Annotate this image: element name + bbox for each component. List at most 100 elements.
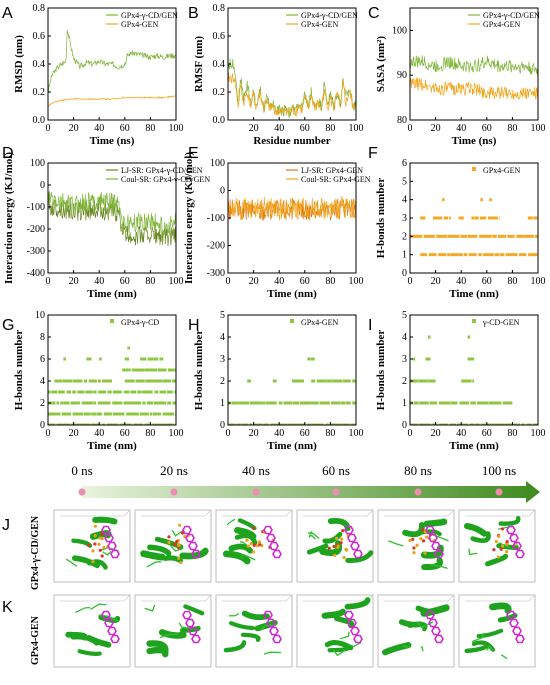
- legend-label: GPx4-GEN: [301, 20, 339, 29]
- cyclodextrin-atom: [93, 534, 97, 538]
- x-tick-label: 40: [456, 123, 466, 134]
- timeline-label-0: 0 ns: [71, 463, 92, 478]
- x-tick-label: 40: [94, 428, 104, 439]
- cyclodextrin-atom: [177, 543, 181, 548]
- timeline-dot: [78, 488, 86, 496]
- plot-area: [228, 196, 356, 221]
- x-tick-label: 0: [46, 428, 51, 439]
- y-tick-label: 100: [392, 25, 407, 36]
- cyclodextrin-atom: [494, 539, 498, 544]
- protein-ribbon: [463, 522, 488, 537]
- series-a-0: [48, 29, 176, 94]
- legend-label: GPx4-γ-CD/GEN: [301, 11, 358, 20]
- box-edge: [222, 509, 293, 517]
- x-tick-label: 100: [531, 276, 546, 287]
- y-tick-label: 0.6: [213, 31, 226, 42]
- ligand-ring: [266, 533, 276, 543]
- protein-ribbon: [322, 531, 343, 544]
- ligand-ring: [347, 533, 357, 543]
- x-tick-label: 60: [482, 276, 492, 287]
- panel-letter-k: K: [2, 599, 13, 616]
- protein-ribbon: [228, 621, 256, 631]
- y-tick-label: 0.8: [213, 3, 226, 14]
- protein-ribbon: [228, 543, 254, 554]
- ligand-ring: [269, 541, 279, 551]
- protein-ribbon: [345, 550, 374, 563]
- protein-loop: [402, 645, 410, 649]
- ligand-ring: [353, 634, 363, 644]
- x-tick-label: 40: [274, 276, 284, 287]
- panel-letter-g: G: [2, 317, 14, 334]
- y-tick-label: 3: [220, 354, 225, 365]
- cyclodextrin-atom: [93, 524, 97, 528]
- y-tick-label: 4: [402, 195, 407, 206]
- cyclodextrin-atom: [332, 553, 337, 557]
- protein-ribbon: [382, 642, 412, 656]
- cyclodextrin-atom: [497, 534, 501, 538]
- y-axis-title: SASA (nm²): [375, 36, 387, 93]
- cyclodextrin-atom: [97, 542, 101, 546]
- ligand-ring: [344, 610, 354, 620]
- y-tick-label: 0.4: [213, 59, 226, 70]
- timeline-dot: [252, 488, 260, 496]
- box-edge: [384, 594, 455, 602]
- x-tick-label: 0: [408, 276, 413, 287]
- x-tick-label: 20: [69, 428, 79, 439]
- protein-ribbon: [327, 646, 350, 653]
- x-tick-label: 20: [431, 276, 441, 287]
- x-tick-label: 20: [69, 123, 79, 134]
- timeline-label-60: 60 ns: [322, 463, 350, 478]
- plot-area: [410, 335, 538, 425]
- ligand-ring: [434, 549, 444, 559]
- x-tick-label: 40: [274, 428, 284, 439]
- legend-swatch: [290, 319, 294, 323]
- protein-loop: [75, 607, 91, 614]
- y-tick-label: 6: [402, 158, 407, 169]
- x-tick-label: 60: [300, 428, 310, 439]
- chart-c: 0 20 40 60 80 100 80 90 100 Time (ns) SASA (nm²) GP…: [375, 7, 546, 147]
- cyclodextrin-atom: [500, 527, 505, 531]
- cyclodextrin-atom: [167, 540, 171, 545]
- protein-ribbon: [420, 604, 450, 617]
- y-tick-label: 3: [402, 213, 407, 224]
- legend-label: GPx4-GEN: [301, 318, 339, 327]
- snapshot-frame: [53, 594, 131, 668]
- series-e-1: [228, 196, 356, 221]
- protein-loop: [471, 632, 485, 643]
- cyclodextrin-atom: [91, 549, 95, 553]
- protein-loop: [347, 642, 362, 648]
- protein-loop: [429, 563, 448, 570]
- cyclodextrin-atom: [251, 550, 256, 554]
- box-edge: [465, 594, 536, 602]
- protein-loop: [159, 633, 179, 639]
- plot-frame: [409, 314, 539, 426]
- y-tick-label: -300: [207, 268, 225, 279]
- ligand-ring: [428, 618, 438, 628]
- series-g-0: [48, 346, 176, 425]
- series-f-0: [410, 198, 538, 257]
- y-tick-label: 0: [402, 268, 407, 279]
- x-axis-title: Time (nm): [449, 288, 499, 300]
- snapshot-k-5: [458, 594, 536, 668]
- snapshot-k-1: [134, 594, 212, 668]
- protein-ribbon: [179, 625, 201, 634]
- x-tick-label: 40: [456, 428, 466, 439]
- box-edge: [141, 594, 212, 602]
- ligand-ring: [104, 618, 114, 628]
- y-tick-label: -300: [27, 246, 45, 257]
- panel-letter-f: F: [368, 145, 378, 162]
- x-tick-label: 80: [145, 276, 155, 287]
- cyclodextrin-atom: [180, 531, 185, 535]
- snapshot-k-2: [215, 594, 293, 668]
- x-axis-title: Time (nm): [449, 440, 499, 452]
- x-tick-label: 0: [408, 428, 413, 439]
- legend-label: LJ-SR: GPx4-γ-CD/GEN: [121, 166, 203, 175]
- protein-loop: [263, 651, 281, 655]
- panel-letter-b: B: [188, 5, 199, 22]
- ligand-ring: [182, 610, 192, 620]
- protein-loop: [144, 604, 156, 612]
- protein-ribbon: [333, 615, 355, 629]
- cyclodextrin-atom: [167, 535, 171, 539]
